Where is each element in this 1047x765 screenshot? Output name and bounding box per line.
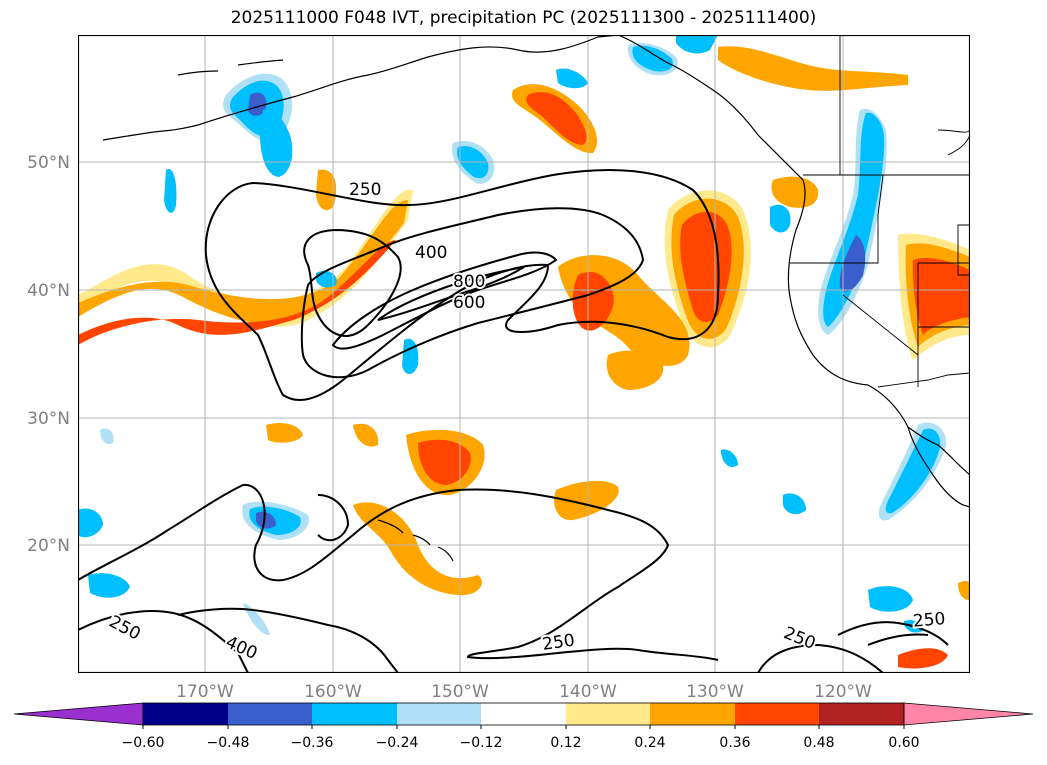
contour-label-400-north: 400	[415, 243, 447, 263]
colorbar-tick-label: 0.12	[550, 735, 581, 751]
ivt-contours	[78, 169, 949, 673]
colorbar: −0.60 −0.48 −0.36 −0.24 −0.12 0.12 0.24 …	[13, 702, 1034, 751]
lat-label-40n: 40°N	[27, 281, 70, 301]
lon-label-130w: 130°W	[686, 682, 744, 702]
colorbar-tick-label: 0.36	[719, 735, 750, 751]
colorbar-swatch-8	[735, 703, 819, 725]
colorbar-tick-label: −0.48	[207, 735, 250, 751]
lon-label-160w: 160°W	[304, 682, 362, 702]
colorbar-swatch-5	[481, 703, 566, 725]
colorbar-swatch-3	[312, 703, 397, 725]
colorbar-min-arrow	[13, 702, 144, 726]
contour-label-250-north: 250	[349, 180, 381, 200]
colorbar-max-arrow	[903, 702, 1034, 726]
lon-label-120w: 120°W	[814, 682, 872, 702]
lat-label-50n: 50°N	[27, 153, 70, 173]
colorbar-tick-label: −0.24	[376, 735, 419, 751]
precip-negative-shading	[78, 35, 947, 636]
colorbar-tick-label: 0.24	[634, 735, 665, 751]
page-title: 2025111000 F048 IVT, precipitation PC (2…	[230, 8, 817, 28]
colorbar-tick-label: 0.48	[803, 735, 834, 751]
lat-label-30n: 30°N	[27, 409, 70, 429]
colorbar-swatch-9	[819, 703, 904, 725]
colorbar-tick-label: −0.36	[291, 735, 334, 751]
map-panel: 250 400 800 600 250 400 250 250 250	[78, 35, 970, 673]
lon-label-140w: 140°W	[559, 682, 617, 702]
precip-positive-shading	[78, 46, 970, 669]
graticule	[78, 35, 970, 673]
contour-label-250-southeast: 250	[912, 609, 946, 632]
colorbar-swatch-1	[143, 703, 228, 725]
contour-label-250-southwest: 250	[106, 612, 144, 645]
colorbar-swatch-4	[397, 703, 481, 725]
state-borders	[790, 35, 970, 388]
lat-label-20n: 20°N	[27, 536, 70, 556]
contour-label-600: 600	[453, 293, 485, 313]
contour-label-800: 800	[453, 272, 485, 292]
colorbar-tick-label: 0.60	[888, 735, 919, 751]
colorbar-tick-label: −0.60	[122, 735, 165, 751]
colorbar-swatch-7	[650, 703, 735, 725]
lon-label-170w: 170°W	[176, 682, 234, 702]
colorbar-swatch-6	[566, 703, 650, 725]
coastlines	[102, 35, 970, 562]
colorbar-tick-label: −0.12	[460, 735, 503, 751]
lon-label-150w: 150°W	[431, 682, 489, 702]
colorbar-swatch-2	[228, 703, 312, 725]
